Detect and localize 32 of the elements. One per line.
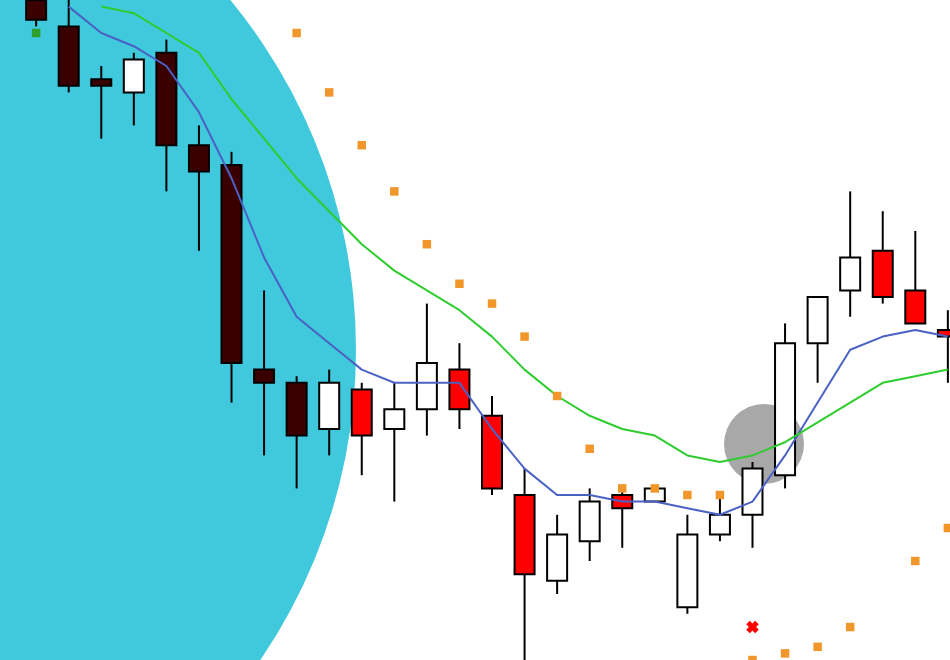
- point: [780, 649, 790, 658]
- point: [324, 88, 334, 97]
- candlestick: [253, 289, 276, 457]
- candlestick: [904, 230, 927, 325]
- point: [390, 187, 399, 196]
- candlestick: [806, 296, 829, 384]
- candlestick: [383, 381, 406, 503]
- candlestick: [546, 513, 569, 595]
- candlestick: [90, 65, 113, 140]
- candlestick: [318, 368, 341, 457]
- candlestick: [839, 190, 862, 318]
- point: [618, 484, 627, 493]
- point: [292, 28, 301, 38]
- candlestick: [415, 302, 438, 437]
- candlestick: [350, 381, 373, 477]
- point: [683, 490, 692, 500]
- candlestick: [708, 494, 731, 543]
- candlestick: [122, 51, 145, 127]
- point: [650, 484, 660, 493]
- candlestick: [448, 342, 471, 430]
- point: [455, 279, 464, 289]
- point: [746, 620, 759, 634]
- point: [487, 299, 497, 308]
- point: [911, 556, 920, 566]
- candlestick: [187, 124, 210, 252]
- candlestick: [871, 210, 894, 305]
- candlestick: [741, 461, 764, 549]
- point: [813, 642, 822, 652]
- candlestick: [25, 0, 48, 28]
- point: [520, 332, 529, 341]
- point: [585, 444, 594, 454]
- candlestick: [578, 487, 601, 562]
